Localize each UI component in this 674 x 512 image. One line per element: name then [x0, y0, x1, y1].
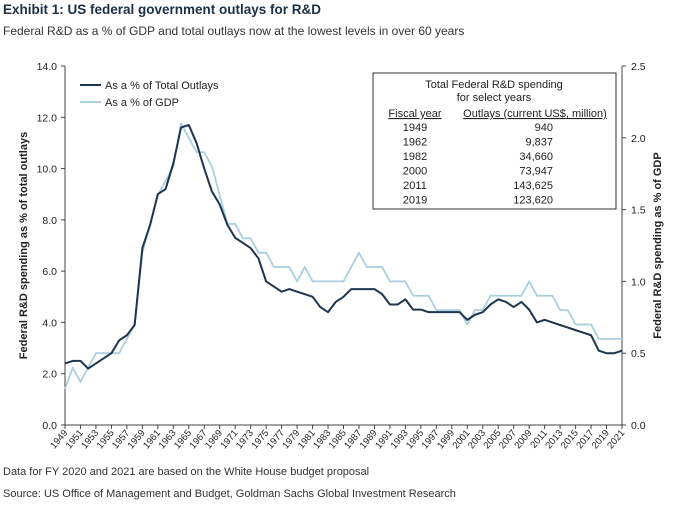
table-header-year: Fiscal year: [388, 108, 442, 120]
table-cell-outlays: 73,947: [519, 166, 553, 178]
left-tick-label: 8.0: [42, 215, 57, 227]
x-tick-label: 2021: [605, 428, 627, 451]
table-title: Total Federal R&D spending: [425, 79, 563, 91]
series-line-total-outlays: [64, 123, 623, 370]
table-cell-outlays: 9,837: [525, 137, 553, 149]
left-tick-label: 10.0: [37, 164, 58, 176]
table-header-outlays: Outlays (current US$, million): [463, 108, 607, 120]
footnote: Data for FY 2020 and 2021 are based on t…: [3, 466, 370, 478]
table-cell-outlays: 123,620: [513, 195, 553, 207]
left-tick-label: 12.0: [37, 112, 58, 124]
exhibit-title: Exhibit 1: US federal government outlays…: [3, 2, 322, 17]
right-tick-label: 0.0: [631, 420, 646, 432]
left-tick-label: 4.0: [42, 317, 57, 329]
source-note: Source: US Office of Management and Budg…: [3, 488, 456, 500]
table-cell-year: 1949: [403, 122, 427, 134]
chart-lines: [64, 122, 623, 390]
legend: As a % of Total Outlays As a % of GDP: [80, 80, 219, 109]
left-tick-label: 6.0: [42, 266, 57, 278]
left-tick-label: 2.0: [42, 369, 57, 381]
right-axis-title: Federal R&D spending as % of GDP: [652, 152, 664, 338]
table-subtitle: for select years: [457, 92, 532, 104]
table-cell-outlays: 34,660: [519, 151, 553, 163]
exhibit-subtitle: Federal R&D as a % of GDP and total outl…: [3, 24, 465, 38]
table-cell-outlays: 143,625: [513, 180, 553, 192]
right-tick-label: 1.0: [631, 276, 646, 288]
table-cell-year: 2019: [403, 195, 427, 207]
table-cell-year: 2000: [403, 166, 427, 178]
table-cell-year: 1982: [403, 151, 427, 163]
left-tick-label: 0.0: [42, 420, 57, 432]
right-tick-label: 1.5: [631, 205, 646, 217]
table-cell-year: 2011: [403, 180, 427, 192]
legend-label: As a % of GDP: [105, 97, 179, 109]
right-tick-label: 2.0: [631, 133, 646, 145]
chart-area: 0.0 2.0 4.0 6.0 8.0 10.0 12.0 14.0 0.0 0.5 1.0 1.5 2…: [18, 61, 664, 451]
legend-label: As a % of Total Outlays: [105, 80, 219, 92]
left-axis-title: Federal R&D spending as % of total outla…: [18, 132, 30, 359]
right-tick-label: 0.5: [631, 348, 646, 360]
table-cell-year: 1962: [403, 137, 427, 149]
right-tick-label: 2.5: [631, 61, 646, 73]
left-tick-label: 14.0: [37, 61, 58, 73]
table-box: [372, 72, 617, 210]
table-cell-outlays: 940: [535, 122, 553, 134]
